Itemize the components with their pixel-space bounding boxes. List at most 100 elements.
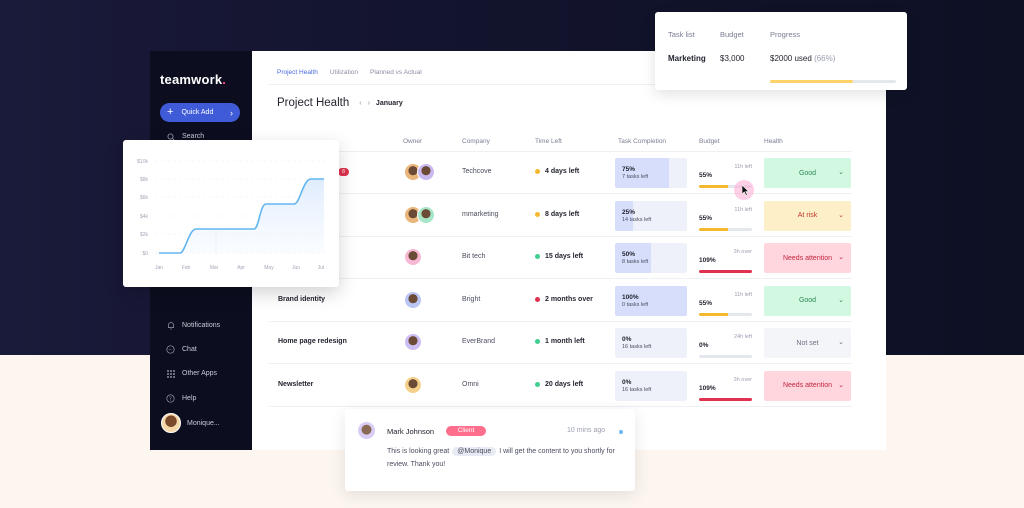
budget-percent: 55% (699, 299, 713, 307)
sidebar-item-chat[interactable]: Chat (166, 345, 197, 354)
tab-project-health[interactable]: Project Health (277, 69, 318, 76)
status-dot (535, 169, 540, 174)
task-list-header: Task list (668, 30, 695, 39)
table-row[interactable]: Home page redesign EverBrand 1 month lef… (269, 322, 852, 364)
table-row[interactable]: Newsletter Omni 20 days left 0% 16 tasks … (269, 365, 852, 407)
next-month-button[interactable]: › (367, 99, 370, 107)
sidebar-item-other-apps[interactable]: Other Apps (166, 369, 217, 378)
status-dot (535, 296, 540, 302)
budget-hours: 11h left (734, 164, 752, 170)
logo[interactable]: teamwork. (160, 72, 226, 87)
task-completion-fill (615, 243, 651, 273)
comment-card: Mark Johnson Client 10 mins ago This is … (345, 409, 635, 491)
svg-text:Feb: Feb (182, 265, 191, 271)
count-badge: 8 (338, 168, 349, 176)
health-dropdown[interactable]: Needs attention ⌄ (764, 243, 851, 273)
budget-bar-fill (699, 397, 752, 401)
svg-text:$2k: $2k (140, 232, 149, 238)
table-row[interactable]: mmarketing 8 days left 25% 14 tasks left … (269, 195, 852, 237)
health-dropdown[interactable]: Not set ⌄ (764, 328, 851, 358)
health-status: At risk (797, 212, 818, 219)
time-left-text: 1 month left (545, 338, 585, 345)
chat-label: Chat (182, 346, 197, 353)
help-label: Help (182, 395, 197, 402)
budget-value: $3,000 (720, 54, 745, 63)
tasks-left: 16 tasks left (622, 344, 652, 350)
tasks-left: 16 tasks left (622, 386, 652, 393)
line-chart: $10k $8k $6k $4k $2k $0 Jan Feb Mar Apr May Jun Jul (137, 159, 327, 271)
avatar (357, 421, 376, 440)
task-completion-fill (615, 285, 687, 316)
tab-planned-vs-actual[interactable]: Planned vs Actual (370, 69, 422, 76)
svg-text:Mar: Mar (210, 265, 219, 271)
owner-avatars[interactable] (404, 333, 422, 351)
sidebar-item-notifications[interactable]: Notifications (166, 321, 220, 330)
budget-bar (699, 227, 752, 231)
svg-text:$6k: $6k (140, 195, 149, 201)
company: EverBrand (462, 338, 496, 345)
page-header: Project Health ‹ › January (277, 97, 403, 109)
company: mmarketing (462, 210, 499, 218)
table-row[interactable]: Bit tech 15 days left 50% 8 tasks left 10… (269, 237, 852, 279)
health-dropdown[interactable]: Needs attention ⌄ (764, 370, 851, 401)
search-icon (166, 132, 175, 141)
health-dropdown[interactable]: Good ⌄ (764, 158, 851, 188)
project-name[interactable]: Newsletter (278, 380, 314, 388)
other-apps-label: Other Apps (182, 370, 218, 377)
time-left-text: 4 days left (545, 168, 580, 175)
svg-text:?: ? (169, 396, 172, 402)
plus-icon: + (167, 106, 174, 118)
task-completion: 0% 16 tasks left (615, 328, 687, 358)
owner-avatars[interactable] (404, 163, 435, 181)
mouse-cursor-icon (742, 185, 750, 196)
tasks-left: 0 tasks left (622, 301, 649, 308)
time-left-text: 2 months over (545, 295, 593, 303)
sidebar-item-search[interactable]: Search (166, 132, 204, 141)
prev-month-button[interactable]: ‹ (359, 99, 362, 107)
project-name[interactable]: Brand identity (278, 295, 326, 303)
comment-author: Mark Johnson (387, 427, 435, 436)
owner-avatars[interactable] (404, 248, 422, 266)
chevron-down-icon: ⌄ (838, 211, 844, 219)
health-status: Not set (796, 339, 819, 347)
chat-icon (166, 345, 175, 354)
budget-percent: 109% (699, 384, 716, 392)
chevron-down-icon: ⌄ (838, 169, 844, 176)
table-row[interactable]: 8 Techcove 4 days left 75% 7 tasks left 5… (269, 152, 852, 194)
user-profile[interactable]: Monique... (161, 413, 220, 433)
header-company: Company (462, 138, 490, 145)
budget-bar-fill (699, 227, 729, 231)
mention-tag[interactable]: @Monique (452, 447, 497, 456)
project-name[interactable]: Home page redesign (278, 338, 347, 345)
health-dropdown[interactable]: At risk ⌄ (764, 200, 851, 231)
owner-avatars[interactable] (404, 375, 422, 394)
budget-hours: 11h left (734, 206, 752, 213)
task-completion-fill (615, 158, 669, 188)
task-list-value: Marketing (668, 54, 706, 63)
time-left: 20 days left (535, 381, 583, 388)
task-completion: 25% 14 tasks left (615, 200, 687, 231)
health-dropdown[interactable]: Good ⌄ (764, 285, 851, 316)
tab-bar: Project Health Utilization Planned vs Ac… (277, 69, 422, 76)
budget-hours: 3h over (733, 249, 752, 255)
tasks-left: 7 tasks left (622, 174, 649, 180)
budget: 55% 11h left (699, 164, 752, 188)
svg-text:$0: $0 (142, 251, 148, 257)
notifications-label: Notifications (182, 322, 221, 329)
avatar (161, 413, 181, 433)
sidebar-item-help[interactable]: ? Help (166, 394, 196, 403)
budget-bar (699, 270, 752, 273)
progress-header: Progress (770, 30, 801, 39)
time-left: 4 days left (535, 168, 579, 175)
comment-time: 10 mins ago (567, 427, 606, 434)
owner-avatars[interactable] (404, 290, 422, 309)
time-left: 1 month left (535, 338, 585, 345)
tab-utilization[interactable]: Utilization (329, 69, 359, 76)
table-row[interactable]: Brand identity Bright 2 months over 100%… (269, 280, 852, 322)
owner-avatars[interactable] (404, 205, 435, 224)
header-budget: Budget (699, 138, 720, 145)
quick-add-button[interactable]: + Quick Add › (160, 103, 240, 122)
task-completion-percent: 0% (622, 378, 632, 386)
budget-bar (699, 312, 752, 316)
budget-bar (699, 397, 752, 401)
